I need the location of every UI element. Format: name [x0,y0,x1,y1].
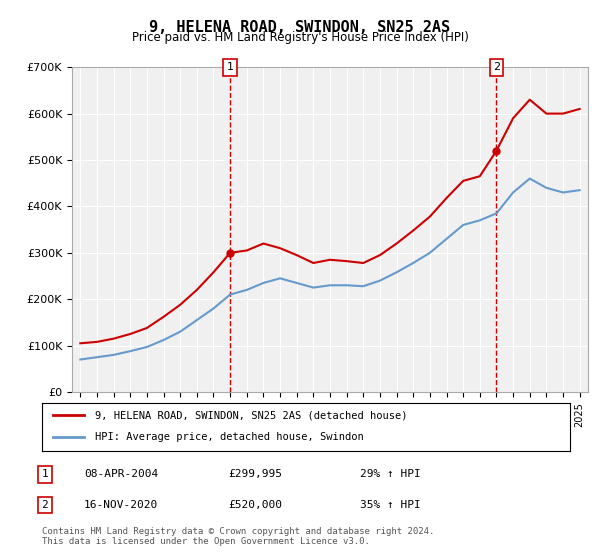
Text: 1: 1 [41,469,49,479]
Text: 16-NOV-2020: 16-NOV-2020 [84,500,158,510]
Text: 35% ↑ HPI: 35% ↑ HPI [360,500,421,510]
Text: 08-APR-2004: 08-APR-2004 [84,469,158,479]
Text: HPI: Average price, detached house, Swindon: HPI: Average price, detached house, Swin… [95,432,364,442]
Text: Contains HM Land Registry data © Crown copyright and database right 2024.
This d: Contains HM Land Registry data © Crown c… [42,526,434,546]
Text: 2: 2 [493,62,500,72]
Text: £299,995: £299,995 [228,469,282,479]
Text: 9, HELENA ROAD, SWINDON, SN25 2AS: 9, HELENA ROAD, SWINDON, SN25 2AS [149,20,451,35]
Text: 29% ↑ HPI: 29% ↑ HPI [360,469,421,479]
Text: £520,000: £520,000 [228,500,282,510]
Text: 9, HELENA ROAD, SWINDON, SN25 2AS (detached house): 9, HELENA ROAD, SWINDON, SN25 2AS (detac… [95,410,407,420]
Text: 1: 1 [227,62,233,72]
Text: 2: 2 [41,500,49,510]
Text: Price paid vs. HM Land Registry's House Price Index (HPI): Price paid vs. HM Land Registry's House … [131,31,469,44]
